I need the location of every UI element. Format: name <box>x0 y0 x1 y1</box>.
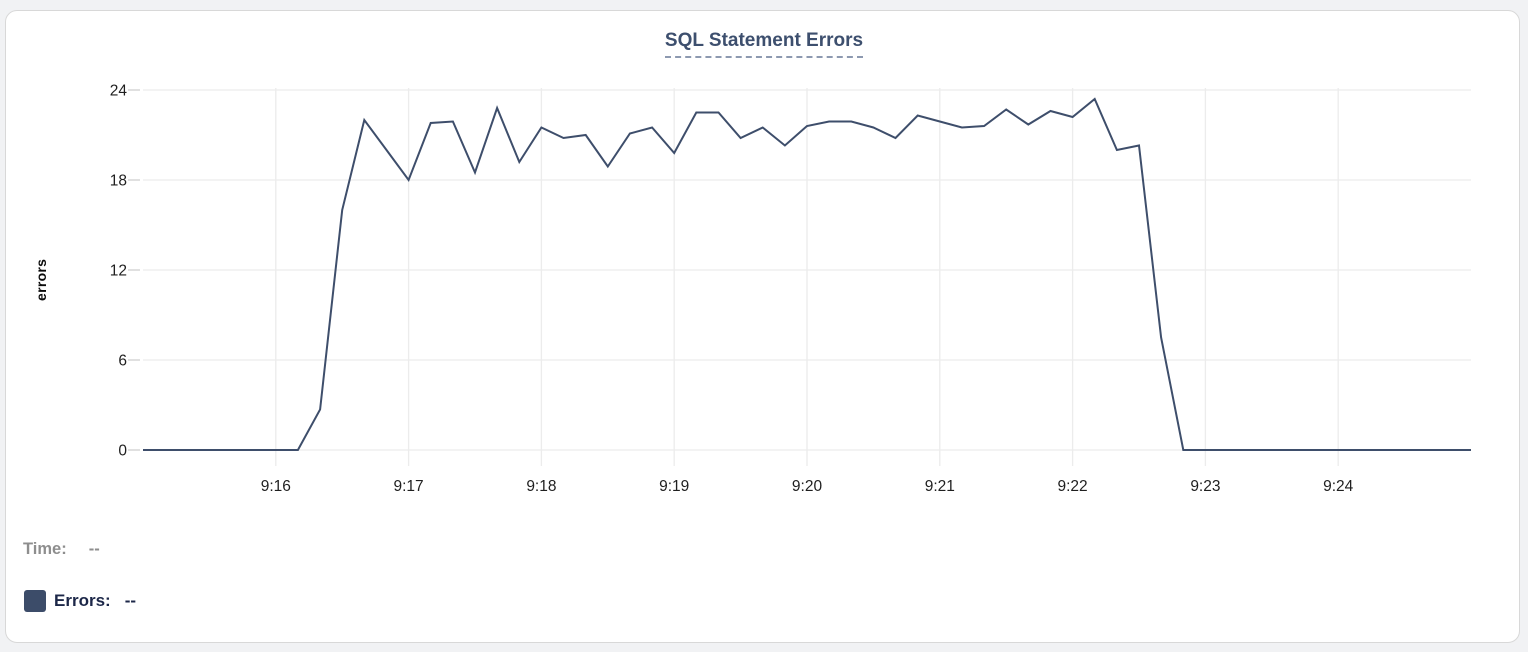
chart-title-wrap: SQL Statement Errors <box>0 30 1528 58</box>
x-tick-label: 9:22 <box>1058 478 1088 495</box>
chart-plot-area[interactable]: 0 6 12 18 24 9:16 9:17 9:18 9:19 9:20 9:21 9:22 9:23… <box>0 60 1528 510</box>
legend-errors-value: -- <box>124 591 137 610</box>
x-tick-label: 9:24 <box>1323 478 1354 495</box>
x-tick-label: 9:18 <box>526 478 556 495</box>
y-axis-title: errors <box>33 258 49 301</box>
y-tick-label: 0 <box>118 443 127 460</box>
chart-card <box>5 10 1520 643</box>
tooltip-time-value: -- <box>88 540 100 558</box>
chart-title[interactable]: SQL Statement Errors <box>664 30 864 58</box>
x-tick-label: 9:19 <box>659 478 689 495</box>
x-tick-label: 9:17 <box>394 478 424 495</box>
y-tick-label: 6 <box>118 353 127 370</box>
y-tick-label: 24 <box>110 83 128 100</box>
errors-line-series[interactable] <box>143 97 1471 451</box>
legend-errors-row: Errors: -- <box>24 590 136 612</box>
errors-series-swatch <box>24 590 46 612</box>
y-tick-label: 18 <box>110 173 127 190</box>
x-tick-label: 9:23 <box>1190 478 1220 495</box>
tooltip-time-row: Time: -- <box>23 540 100 559</box>
x-tick-label: 9:21 <box>925 478 955 495</box>
y-tick-label: 12 <box>110 263 127 280</box>
x-tick-label: 9:20 <box>792 478 823 495</box>
tooltip-time-label: Time: <box>23 540 67 558</box>
x-tick-label: 9:16 <box>261 478 291 495</box>
legend-errors-label: Errors: <box>54 591 111 610</box>
